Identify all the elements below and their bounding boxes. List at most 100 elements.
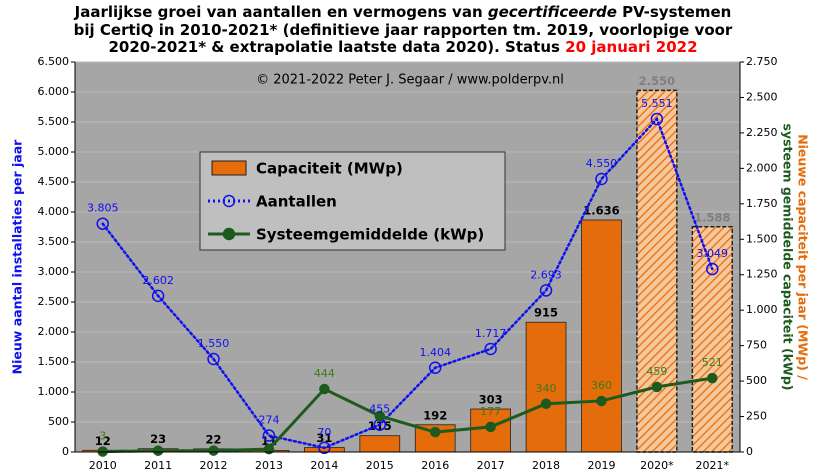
y2-tick-label: 1.000 xyxy=(746,303,778,316)
x-tick-label: 2015 xyxy=(366,459,394,472)
point-value-label: 360 xyxy=(591,379,612,392)
point-value-label: 1.550 xyxy=(198,337,230,350)
x-tick-label: 2010 xyxy=(89,459,117,472)
point xyxy=(707,372,718,384)
point xyxy=(484,342,497,356)
point-value-label: 274 xyxy=(258,414,279,427)
point xyxy=(374,410,386,422)
line xyxy=(101,376,714,454)
title-line: Jaarlijkse groei van aantallen en vermog… xyxy=(74,3,732,21)
point xyxy=(651,381,663,393)
plot-area xyxy=(75,62,740,452)
point xyxy=(207,352,220,366)
y-tick-label: 1.000 xyxy=(38,385,70,398)
y-tick-label: 2.500 xyxy=(38,295,70,308)
x-tick-label: 2013 xyxy=(255,459,283,472)
x-tick-label: 2018 xyxy=(532,459,560,472)
x-tick-label: 2016 xyxy=(421,459,449,472)
y-tick-label: 5.500 xyxy=(38,115,70,128)
point-value-label: 3.805 xyxy=(87,202,119,215)
point-value-label: 4.550 xyxy=(586,157,618,170)
legend-label: Capaciteit (MWp) xyxy=(256,160,403,178)
bar-value-label: 192 xyxy=(423,408,447,422)
legend-label: Systeemgemiddelde (kWp) xyxy=(256,226,484,244)
annotation: © 2021-2022 Peter J. Segaar / www.polder… xyxy=(256,73,564,88)
point xyxy=(595,172,608,186)
legend-entries: Capaciteit (MWp) Aantallen Systeemgemiddel… xyxy=(208,160,484,244)
point-value-label: 2.602 xyxy=(142,274,174,287)
point xyxy=(319,383,330,395)
y2-axis-label: Nieuwe capaciteit per jaar (MWp) / xyxy=(796,134,811,380)
point xyxy=(152,445,164,456)
y-tick-label: 500 xyxy=(48,415,69,428)
bar-value-label: 2.550 xyxy=(639,74,675,88)
bar-value-label: 22 xyxy=(206,432,222,446)
bar-value-label: 303 xyxy=(479,393,503,407)
point-value-label: 5.551 xyxy=(641,97,673,110)
y2-tick-label: 1.750 xyxy=(746,197,778,210)
bar xyxy=(636,89,678,453)
x-tick-label: 2019 xyxy=(587,459,615,472)
legend-marker xyxy=(222,194,236,208)
y2-tick-label: 2.000 xyxy=(746,161,778,174)
point xyxy=(96,217,109,230)
bar xyxy=(581,219,622,453)
bar-value-label: 23 xyxy=(150,432,166,446)
y2-tick-label: 250 xyxy=(746,410,767,423)
y-axis-label: Nieuw aantal installaties per jaar xyxy=(10,139,25,375)
bar-value-label: 31 xyxy=(316,431,332,445)
point xyxy=(706,262,719,276)
x-tick-label: 2012 xyxy=(200,459,228,472)
y-tick-label: 5.000 xyxy=(38,145,70,158)
bar-value-label: 1.588 xyxy=(694,210,730,224)
y2-tick-label: 2.750 xyxy=(746,55,778,68)
x-tick-label: 2020* xyxy=(640,459,674,472)
legend-marker xyxy=(222,227,236,241)
bar-value-label: 1.636 xyxy=(583,203,619,217)
point xyxy=(262,429,276,442)
y2-tick-label: 0 xyxy=(746,445,753,458)
point-value-label: 444 xyxy=(314,367,335,380)
legend-swatch xyxy=(211,160,247,176)
title-line: bij CertiQ in 2010-2021* (definitieve ja… xyxy=(74,21,733,39)
y-tick-label: 6.500 xyxy=(38,55,70,68)
y-tick-label: 3.500 xyxy=(38,235,70,248)
point-value-label: 340 xyxy=(536,382,557,395)
bar xyxy=(525,321,567,453)
point-value-label: 3.049 xyxy=(697,247,729,260)
legend-label: Aantallen xyxy=(256,193,337,211)
point-value-label: 521 xyxy=(702,356,723,369)
point xyxy=(539,284,553,297)
point xyxy=(428,361,442,375)
point xyxy=(650,112,664,126)
y-tick-label: 2.000 xyxy=(38,325,70,338)
y2-tick-label: 2.500 xyxy=(746,90,778,103)
bar-value-label: 12 xyxy=(95,434,111,448)
bar-value-label: 115 xyxy=(368,419,392,433)
y2-tick-label: 500 xyxy=(746,374,767,387)
x-tick-label: 2017 xyxy=(477,459,505,472)
point xyxy=(429,426,441,438)
y2-tick-label: 1.250 xyxy=(746,268,778,281)
x-tick-label: 2011 xyxy=(144,459,172,472)
point-value-label: 1.717 xyxy=(475,327,507,340)
y2-tick-label: 1.500 xyxy=(746,232,778,245)
point xyxy=(263,443,275,455)
point xyxy=(540,398,552,410)
line xyxy=(101,116,714,450)
point-value-label: 1.404 xyxy=(419,346,451,359)
y-tick-label: 4.500 xyxy=(38,175,70,188)
point-value-label: 459 xyxy=(646,365,667,378)
y-tick-label: 4.000 xyxy=(38,205,70,218)
point xyxy=(596,395,607,407)
y-tick-label: 6.000 xyxy=(38,85,70,98)
x-tick-label: 2014 xyxy=(310,459,338,472)
y-tick-label: 3.000 xyxy=(38,265,70,278)
legend xyxy=(199,151,506,251)
point xyxy=(208,445,219,456)
point-value-label: 3 xyxy=(99,430,106,443)
y2-tick-label: 2.250 xyxy=(746,126,778,139)
point-value-label: 177 xyxy=(480,405,501,418)
point xyxy=(151,289,165,303)
